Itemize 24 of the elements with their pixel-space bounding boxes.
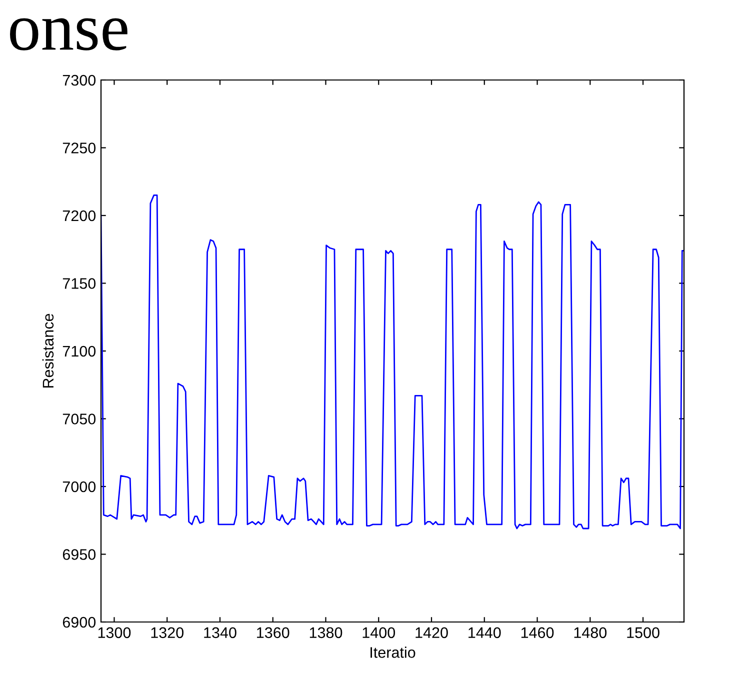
x-tick-label: 1500	[627, 627, 660, 638]
y-tick-label: 7050	[62, 414, 96, 424]
x-tick-label: 1440	[468, 627, 501, 638]
y-tick-label: 7300	[62, 74, 96, 86]
y-tick-label: 6950	[62, 549, 96, 560]
y-tick-label: 7200	[62, 210, 96, 222]
x-tick-label: 1480	[574, 627, 607, 638]
line-series	[101, 194, 684, 530]
y-tick-label: 7000	[62, 481, 96, 492]
y-tick-label: 6900	[62, 616, 96, 628]
x-tick-label: 1380	[310, 627, 342, 638]
x-tick-label: 1360	[257, 627, 290, 638]
x-tick-label: 1400	[362, 627, 396, 638]
x-axis-title: Iteratio	[370, 646, 416, 658]
y-tick-label: 7250	[62, 142, 96, 154]
x-tick-label: 1320	[151, 627, 184, 638]
x-tick-label: 1300	[98, 627, 131, 638]
x-tick-label: 1340	[204, 627, 236, 638]
y-axis-title: Resistance	[42, 314, 54, 388]
x-tick-label: 1460	[521, 627, 554, 638]
y-tick-label: 7100	[62, 346, 96, 357]
x-tick-label: 1420	[416, 627, 448, 638]
chart-title: onse	[10, 18, 128, 50]
y-tick-label: 7150	[62, 278, 96, 289]
